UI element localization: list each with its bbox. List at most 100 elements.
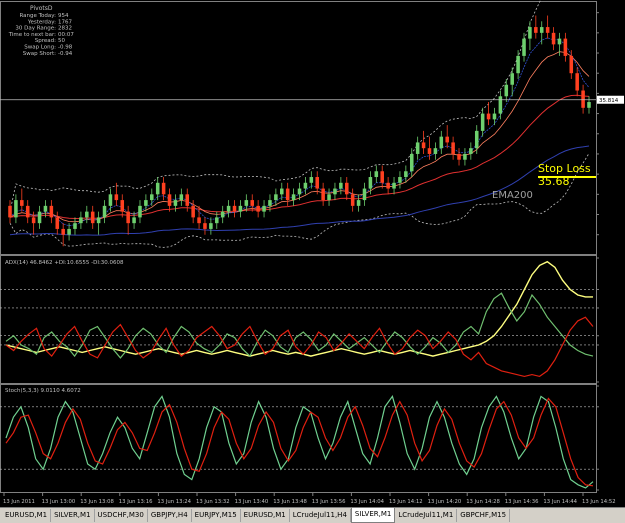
candle-body xyxy=(451,142,455,154)
price-pane[interactable]: 35.965 35.930 35.895 35.860 35.825 35.790 35.7… xyxy=(0,0,624,255)
candle-body xyxy=(539,27,544,33)
price-tick-label: 35.895 xyxy=(601,51,621,57)
chart-tab[interactable]: USDCHF,M30 xyxy=(95,509,148,522)
candle-body xyxy=(457,153,461,160)
candle-body xyxy=(138,205,142,218)
time-tick-label: 13 Jun 13:32 xyxy=(196,499,230,505)
stoch-pane[interactable]: Stoch(5,3,3) 9.0110 4.6072 100 80 20 0 xyxy=(0,383,612,495)
candle-body xyxy=(333,188,337,195)
candle-body xyxy=(232,205,237,212)
candle-body xyxy=(504,84,509,97)
info-row-value: 00:07 xyxy=(58,32,74,38)
candle-body xyxy=(545,27,550,33)
info-row-label: Swap Short: xyxy=(23,51,56,57)
candle-body xyxy=(463,153,467,160)
price-tick-label: 35.685 xyxy=(601,172,621,178)
time-tick-label: 13 Jun 2011 xyxy=(3,499,35,505)
chart-tab[interactable]: GBPJPY,H4 xyxy=(148,509,192,522)
candle-body xyxy=(209,223,213,229)
candle-body xyxy=(268,200,272,206)
chart-tab[interactable]: EURUSD,M1 xyxy=(241,509,290,522)
info-row-value: 2832 xyxy=(58,26,72,32)
indicator-tick-label: 67 xyxy=(601,256,608,262)
candle-body xyxy=(179,194,184,201)
time-tick-label: 13 Jun 14:12 xyxy=(389,499,423,505)
price-tick-label: 35.755 xyxy=(601,132,621,138)
price-tick-label: 35.930 xyxy=(601,31,621,37)
chart-tab[interactable]: EURJPY,M15 xyxy=(192,509,241,522)
stop-loss-label: Stop Loss xyxy=(538,162,591,175)
candle-body xyxy=(510,73,514,85)
candle-body xyxy=(362,188,367,201)
candle-body xyxy=(132,217,136,224)
candle-body xyxy=(79,217,83,224)
indicator-title: ADX(14) 46.8462 +DI:10.6555 -DI:30.0608 xyxy=(5,260,124,266)
candle-body xyxy=(14,200,18,218)
chart-tab[interactable]: GBPCHF,M15 xyxy=(457,509,511,522)
candle-body xyxy=(516,55,520,74)
series-line-signal xyxy=(5,397,594,487)
candle-body xyxy=(557,38,562,45)
candle-body xyxy=(303,182,308,189)
time-axis: 13 Jun 2011 13 Jun 13:00 13 Jun 13:08 13 Ju… xyxy=(3,493,616,505)
candle-body xyxy=(356,200,361,206)
candle-body xyxy=(575,73,579,91)
chart-tab[interactable]: SILVER,M1 xyxy=(350,508,396,523)
candle-body xyxy=(427,148,432,154)
candle-body xyxy=(350,194,355,206)
candle-body xyxy=(563,38,568,56)
adx-pane[interactable]: ADX(14) 46.8462 +DI:10.6555 -DI:30.0608 6… xyxy=(0,255,608,387)
price-tick-label: 35.825 xyxy=(601,91,621,97)
time-tick-label: 13 Jun 13:08 xyxy=(80,499,114,505)
price-tick-label: 35.790 xyxy=(601,112,621,118)
chart-tab[interactable]: LCrudeJul11,M1 xyxy=(395,509,458,522)
candle-body xyxy=(492,113,497,120)
time-tick-label: 13 Jun 13:00 xyxy=(42,499,76,505)
time-tick-label: 13 Jun 14:44 xyxy=(543,499,577,505)
candle-body xyxy=(274,194,278,201)
time-tick-label: 13 Jun 13:24 xyxy=(157,499,191,505)
lower-band-line xyxy=(9,153,590,248)
chart-tab[interactable]: SILVER,M1 xyxy=(51,509,95,522)
indicator-tick-label: 40 xyxy=(601,306,608,312)
candle-body xyxy=(534,27,538,33)
candle-body xyxy=(191,205,195,218)
indicator-tick-label: 0 xyxy=(601,380,605,386)
indicator-tick-label: 100 xyxy=(601,384,612,390)
indicator-title: Stoch(5,3,3) 9.0110 4.6072 xyxy=(5,388,81,394)
price-tick-label: 35.720 xyxy=(601,152,621,158)
info-row-value: -0.98 xyxy=(58,45,73,51)
candle-body xyxy=(250,200,255,206)
candle-body xyxy=(238,205,243,212)
indicator-tick-label: 80 xyxy=(601,405,608,411)
info-row-label: Spread: xyxy=(35,38,56,44)
time-tick-label: 13 Jun 13:56 xyxy=(312,499,346,505)
candle-body xyxy=(587,102,591,108)
candle-body xyxy=(161,182,166,195)
candle-body xyxy=(321,188,325,201)
candle-body xyxy=(20,200,24,206)
candle-body xyxy=(244,200,249,206)
chart-tab[interactable]: LCrudeJul11,H4 xyxy=(290,509,351,522)
candle-body xyxy=(150,194,154,201)
candle-body xyxy=(380,171,384,183)
info-row-label: 30 Day Range: xyxy=(15,26,56,32)
candle-body xyxy=(392,182,396,189)
info-panel-title: PivotsD xyxy=(30,5,53,12)
candle-body xyxy=(155,182,160,195)
candle-body xyxy=(474,130,479,149)
candle-body xyxy=(285,188,290,201)
candle-body xyxy=(291,194,296,201)
chart-tab[interactable]: EURUSD,M1 xyxy=(2,509,52,522)
time-tick-label: 13 Jun 13:48 xyxy=(273,499,307,505)
current-price-label: 35.814 xyxy=(599,98,619,104)
price-tick-label: 35.965 xyxy=(601,11,621,17)
indicator-tick-label: 20 xyxy=(601,343,608,349)
candle-body xyxy=(309,177,314,183)
candle-body xyxy=(226,205,231,212)
current-price-marker xyxy=(597,95,624,104)
info-row-label: Swap Long: xyxy=(24,45,56,51)
candle-body xyxy=(581,90,585,108)
candle-body xyxy=(480,113,485,131)
